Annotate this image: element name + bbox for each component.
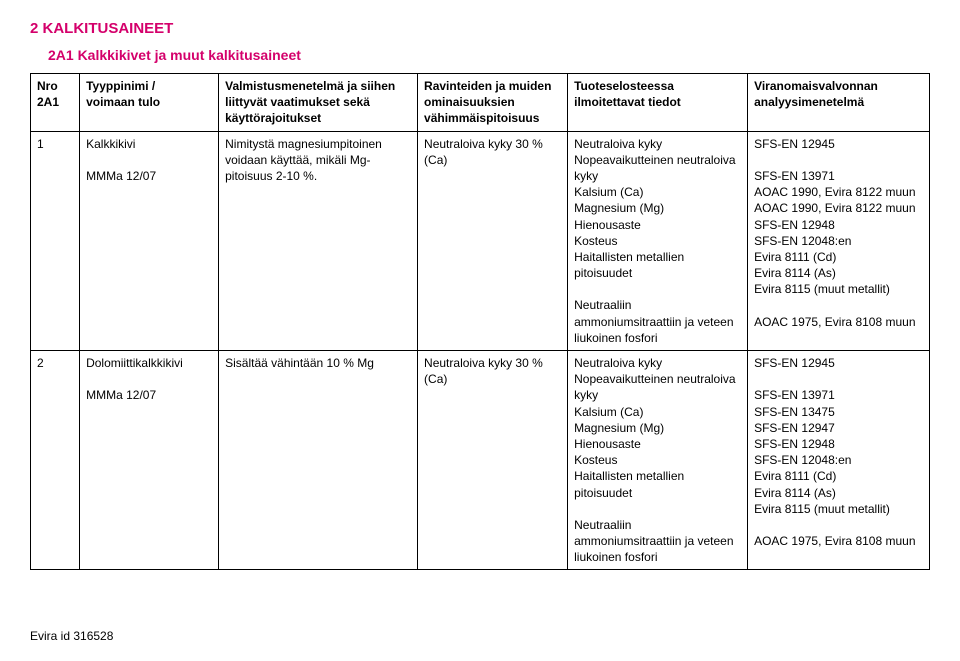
col-header-valm: Valmistusmenetelmä ja siihen liittyvät v… bbox=[219, 74, 418, 132]
cell-tuote: Neutraloiva kyky Nopeavaikutteinen neutr… bbox=[568, 351, 748, 570]
col-header-ravint: Ravinteiden ja muiden ominaisuuksien väh… bbox=[418, 74, 568, 132]
cell-valm: Nimitystä magnesiumpitoinen voidaan käyt… bbox=[219, 131, 418, 350]
table-header-row: Nro 2A1 Tyyppinimi / voimaan tulo Valmis… bbox=[31, 74, 930, 132]
cell-ravint: Neutraloiva kyky 30 % (Ca) bbox=[418, 351, 568, 570]
footer-id: Evira id 316528 bbox=[30, 629, 113, 643]
table-row: 1 Kalkkikivi MMMa 12/07 Nimitystä magnes… bbox=[31, 131, 930, 350]
table-row: 2 Dolomiittikalkkikivi MMMa 12/07 Sisält… bbox=[31, 351, 930, 570]
cell-tuote: Neutraloiva kyky Nopeavaikutteinen neutr… bbox=[568, 131, 748, 350]
cell-nro: 1 bbox=[31, 131, 80, 350]
cell-nro: 2 bbox=[31, 351, 80, 570]
section-heading-2: 2A1 Kalkkikivet ja muut kalkitusaineet bbox=[48, 47, 930, 63]
col-header-tyyppi: Tyyppinimi / voimaan tulo bbox=[80, 74, 219, 132]
cell-viran: SFS-EN 12945 SFS-EN 13971 AOAC 1990, Evi… bbox=[748, 131, 930, 350]
kalkitusaineet-table: Nro 2A1 Tyyppinimi / voimaan tulo Valmis… bbox=[30, 73, 930, 570]
col-header-tuote: Tuoteselosteessa ilmoitettavat tiedot bbox=[568, 74, 748, 132]
cell-ravint: Neutraloiva kyky 30 % (Ca) bbox=[418, 131, 568, 350]
cell-tyyppi: Kalkkikivi MMMa 12/07 bbox=[80, 131, 219, 350]
section-heading-1: 2 KALKITUSAINEET bbox=[30, 20, 930, 37]
col-header-nro: Nro 2A1 bbox=[31, 74, 80, 132]
cell-tyyppi: Dolomiittikalkkikivi MMMa 12/07 bbox=[80, 351, 219, 570]
cell-viran: SFS-EN 12945 SFS-EN 13971 SFS-EN 13475 S… bbox=[748, 351, 930, 570]
col-header-viran: Viranomaisvalvonnan analyysimenetelmä bbox=[748, 74, 930, 132]
cell-valm: Sisältää vähintään 10 % Mg bbox=[219, 351, 418, 570]
